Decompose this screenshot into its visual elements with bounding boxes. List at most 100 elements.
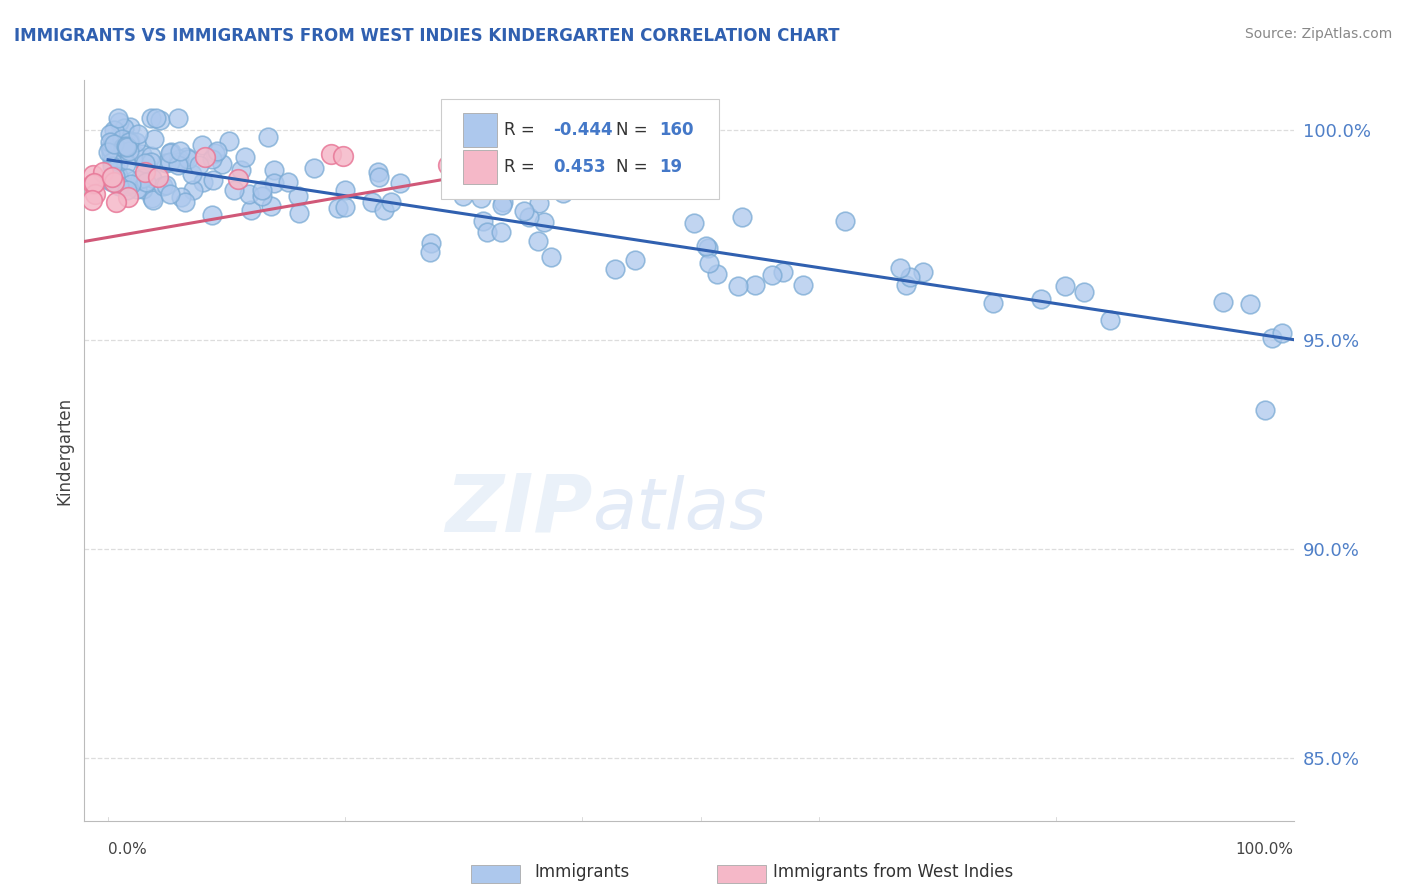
Point bbox=[333, 200, 356, 214]
Point bbox=[177, 152, 200, 166]
Point bbox=[105, 145, 128, 159]
Point bbox=[159, 146, 181, 161]
Y-axis label: Kindergarten: Kindergarten bbox=[55, 396, 73, 505]
Point bbox=[170, 190, 193, 204]
Text: Source: ZipAtlas.com: Source: ZipAtlas.com bbox=[1244, 27, 1392, 41]
Point bbox=[180, 167, 202, 181]
Point bbox=[277, 175, 299, 189]
Point bbox=[911, 265, 934, 279]
Point bbox=[252, 189, 274, 203]
Point bbox=[1029, 292, 1052, 306]
Point bbox=[125, 181, 148, 195]
Point bbox=[100, 170, 122, 185]
Point bbox=[115, 183, 138, 197]
Point bbox=[211, 157, 233, 171]
Point bbox=[1053, 279, 1076, 293]
Point bbox=[1261, 330, 1284, 344]
Point bbox=[263, 163, 285, 178]
Point bbox=[260, 199, 283, 213]
Point bbox=[155, 156, 177, 170]
Point bbox=[321, 146, 343, 161]
Point bbox=[98, 141, 121, 155]
Point bbox=[495, 169, 517, 184]
Point bbox=[83, 176, 105, 190]
Point bbox=[201, 208, 224, 222]
Point bbox=[114, 145, 136, 160]
Point bbox=[105, 162, 128, 177]
Point bbox=[167, 111, 190, 125]
Point bbox=[191, 138, 214, 153]
Point bbox=[132, 171, 155, 186]
Point bbox=[238, 186, 260, 201]
Point bbox=[201, 172, 224, 186]
Text: Immigrants: Immigrants bbox=[534, 863, 630, 881]
Point bbox=[115, 139, 138, 153]
Text: -0.444: -0.444 bbox=[554, 121, 613, 139]
Point bbox=[533, 215, 555, 229]
Point bbox=[134, 165, 156, 179]
Point bbox=[167, 152, 190, 166]
Point bbox=[540, 250, 562, 264]
Point bbox=[107, 138, 129, 153]
Point bbox=[451, 188, 474, 202]
Point bbox=[139, 149, 162, 163]
Point bbox=[103, 175, 125, 189]
Point bbox=[333, 183, 356, 197]
Point bbox=[287, 189, 309, 203]
Point bbox=[517, 210, 540, 224]
Point bbox=[107, 157, 129, 171]
Point bbox=[898, 270, 921, 285]
Point bbox=[501, 144, 523, 158]
Point bbox=[152, 179, 174, 194]
Point bbox=[683, 216, 706, 230]
Text: R =: R = bbox=[503, 121, 540, 139]
Point bbox=[477, 225, 499, 239]
Point bbox=[889, 260, 911, 275]
Point bbox=[114, 178, 136, 193]
Point bbox=[112, 140, 135, 154]
Text: 19: 19 bbox=[659, 158, 682, 176]
FancyBboxPatch shape bbox=[441, 99, 720, 199]
Point bbox=[100, 160, 122, 174]
Point bbox=[105, 172, 128, 186]
Point bbox=[834, 214, 856, 228]
Point bbox=[155, 178, 177, 192]
Point bbox=[513, 203, 536, 218]
Point bbox=[112, 140, 135, 154]
Point bbox=[82, 178, 104, 192]
Text: 0.0%: 0.0% bbox=[108, 841, 146, 856]
Point bbox=[124, 147, 146, 161]
Point bbox=[146, 169, 169, 184]
Point bbox=[302, 161, 325, 175]
Point bbox=[489, 225, 512, 239]
Point bbox=[772, 264, 794, 278]
Point bbox=[141, 191, 163, 205]
Point bbox=[176, 150, 198, 164]
Point bbox=[470, 191, 492, 205]
Point bbox=[761, 268, 783, 282]
Point bbox=[107, 168, 129, 182]
Point bbox=[894, 278, 917, 293]
Point bbox=[159, 187, 181, 202]
Point bbox=[332, 149, 354, 163]
Point bbox=[491, 198, 513, 212]
Point bbox=[731, 210, 754, 224]
Point bbox=[491, 195, 513, 210]
Point bbox=[205, 144, 228, 158]
Point bbox=[120, 177, 142, 191]
Point bbox=[373, 202, 395, 217]
Point bbox=[1212, 294, 1234, 309]
Point bbox=[98, 173, 121, 187]
Point bbox=[107, 178, 129, 193]
Point bbox=[83, 187, 105, 202]
Text: N =: N = bbox=[616, 158, 654, 176]
Point bbox=[1239, 296, 1261, 310]
Point bbox=[112, 121, 135, 136]
Point bbox=[380, 195, 402, 210]
Point bbox=[526, 234, 548, 248]
Point bbox=[131, 147, 153, 161]
Point bbox=[103, 123, 125, 137]
Point bbox=[143, 131, 166, 145]
Point bbox=[361, 194, 384, 209]
Text: R =: R = bbox=[503, 158, 540, 176]
